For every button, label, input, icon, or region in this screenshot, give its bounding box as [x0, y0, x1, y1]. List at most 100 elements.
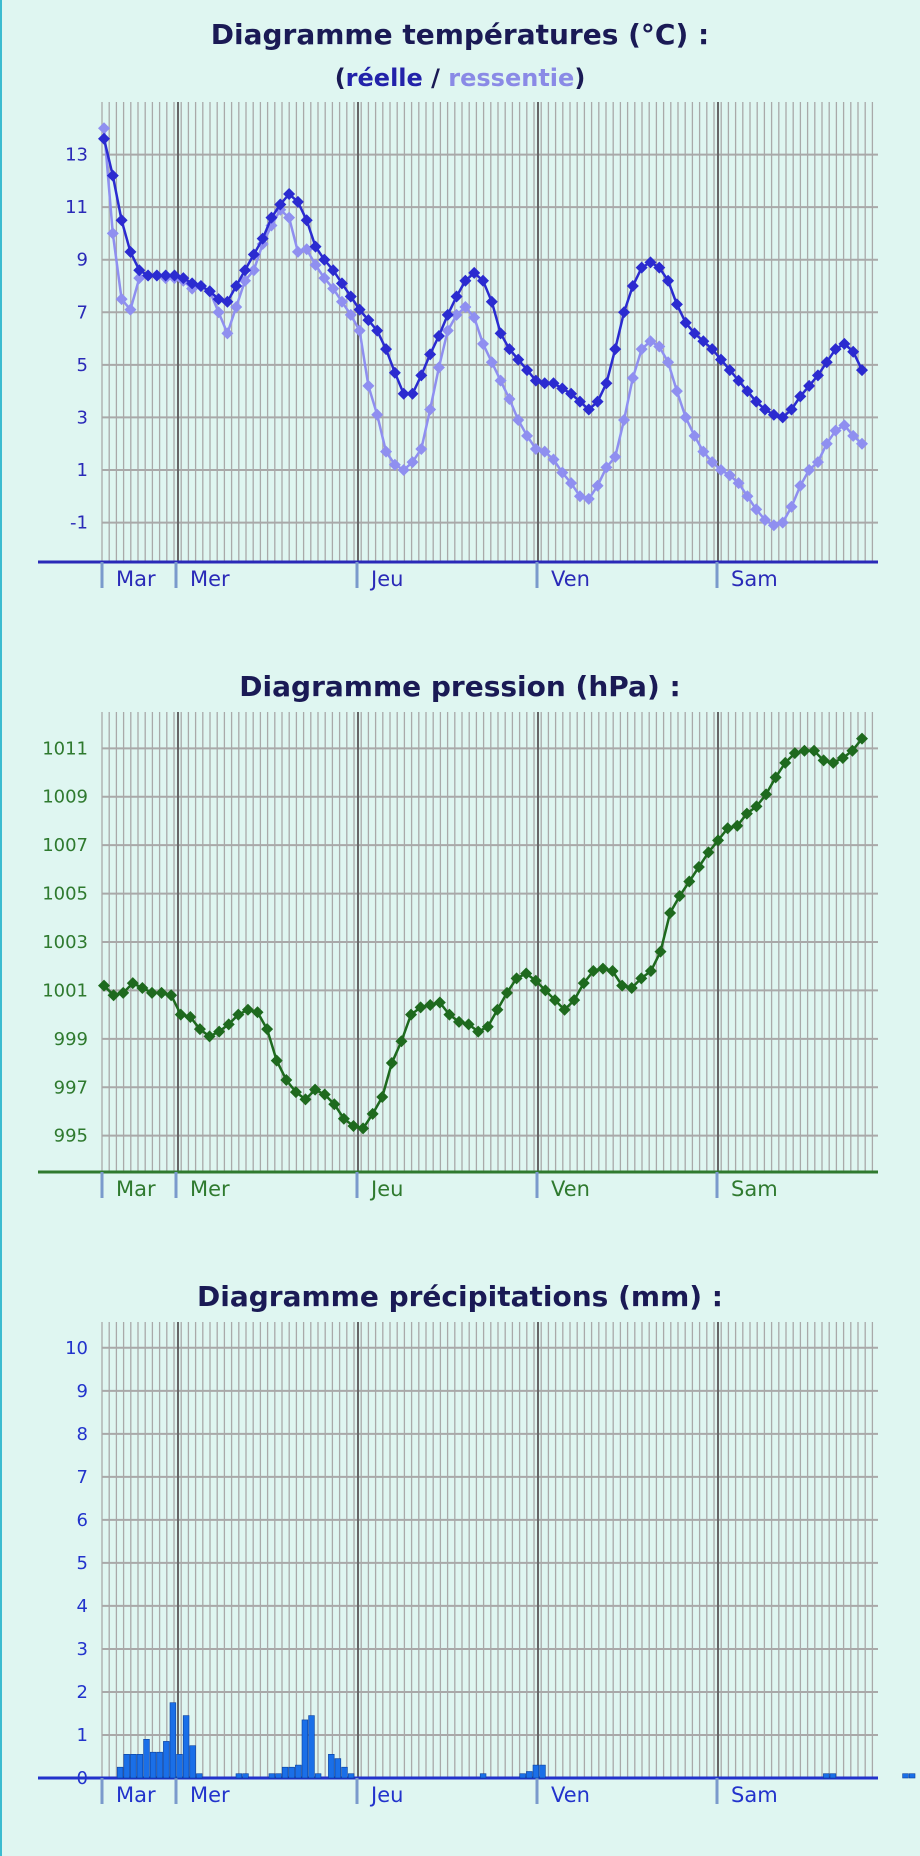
data-point-ressentie — [706, 456, 719, 469]
precip-bar — [347, 1773, 355, 1779]
data-point-ressentie — [503, 393, 516, 406]
data-point-reelle — [618, 306, 631, 319]
data-point-pression — [117, 986, 130, 999]
day-label-mer: Mer — [190, 1783, 230, 1807]
data-point-pression — [491, 1003, 504, 1016]
data-point-ressentie — [371, 408, 384, 421]
data-point-ressentie — [811, 456, 824, 469]
y-tick-label: 1 — [77, 1725, 88, 1746]
day-label-jeu: Jeu — [369, 567, 403, 591]
legend-real: réelle — [345, 64, 423, 92]
data-point-pression — [357, 1122, 370, 1135]
data-point-reelle — [450, 290, 463, 303]
y-tick-label: 1009 — [42, 787, 88, 808]
precip-bar — [116, 1766, 124, 1779]
data-point-ressentie — [776, 516, 789, 529]
data-point-ressentie — [388, 458, 401, 471]
data-point-pression — [520, 967, 533, 980]
data-point-reelle — [441, 308, 454, 321]
precip-bar — [314, 1773, 322, 1779]
precip-bar — [242, 1773, 249, 1779]
y-tick-label: 1003 — [42, 932, 88, 953]
data-point-pression — [270, 1054, 283, 1067]
data-point-reelle — [653, 261, 666, 274]
data-point-ressentie — [732, 477, 745, 490]
pressure-chart-title: Diagramme pression (hPa) : — [239, 670, 681, 703]
data-point-pression — [769, 771, 782, 784]
y-tick-label: 10 — [65, 1338, 88, 1359]
data-point-ressentie — [247, 264, 260, 277]
data-point-pression — [798, 744, 811, 757]
data-point-reelle — [521, 364, 534, 377]
data-point-reelle — [133, 264, 146, 277]
data-point-pression — [232, 1008, 245, 1021]
data-point-reelle — [459, 274, 472, 287]
data-point-ressentie — [600, 461, 613, 474]
data-point-ressentie — [670, 385, 683, 398]
y-tick-label: 7 — [77, 1467, 88, 1488]
data-point-reelle — [142, 269, 155, 282]
day-label-ven: Ven — [551, 567, 590, 591]
data-point-pression — [827, 756, 840, 769]
data-point-ressentie — [644, 335, 657, 348]
data-point-pression — [145, 986, 158, 999]
data-point-reelle — [406, 387, 419, 400]
data-point-reelle — [529, 374, 542, 387]
precip-bar — [526, 1771, 533, 1779]
data-point-ressentie — [432, 361, 445, 374]
data-point-reelle — [309, 240, 322, 253]
data-point-pression — [529, 974, 542, 987]
data-point-reelle — [247, 248, 260, 261]
data-point-reelle — [124, 245, 137, 258]
data-point-ressentie — [291, 245, 304, 258]
legend-felt: ressentie — [448, 64, 575, 92]
data-point-ressentie — [477, 337, 489, 350]
precip-bar — [334, 1758, 342, 1779]
data-point-pression — [673, 890, 686, 902]
data-point-ressentie — [573, 490, 586, 503]
data-point-pression — [683, 875, 696, 888]
data-point-ressentie — [221, 327, 234, 340]
data-point-reelle — [274, 198, 287, 211]
data-point-pression — [692, 860, 705, 873]
precip-bar — [902, 1773, 909, 1779]
data-point-pression — [213, 1025, 226, 1038]
precipitation-chart: 109876543210MarMerJeuVenSam — [38, 1322, 916, 1807]
data-point-ressentie — [115, 293, 128, 306]
data-point-pression — [644, 965, 657, 978]
data-point-pression — [462, 1018, 475, 1031]
data-point-reelle — [265, 211, 278, 224]
data-point-reelle — [785, 403, 798, 416]
data-point-pression — [702, 846, 715, 859]
data-point-ressentie — [688, 429, 701, 442]
data-point-reelle — [300, 214, 313, 227]
data-point-reelle — [203, 285, 216, 298]
data-point-pression — [107, 989, 120, 1002]
data-point-ressentie — [626, 372, 639, 384]
data-point-ressentie — [362, 379, 375, 392]
data-point-ressentie — [803, 464, 816, 476]
data-point-pression — [443, 1008, 456, 1021]
y-tick-label: 999 — [54, 1029, 88, 1050]
data-point-pression — [625, 982, 638, 994]
data-point-pression — [184, 1011, 197, 1024]
data-point-ressentie — [609, 450, 622, 463]
data-point-reelle — [811, 369, 824, 382]
data-point-pression — [241, 1003, 254, 1016]
data-point-ressentie — [212, 306, 225, 319]
data-point-reelle — [741, 385, 754, 398]
day-label-ven: Ven — [551, 1783, 590, 1807]
data-point-ressentie — [679, 411, 692, 424]
y-tick-label: 8 — [77, 1424, 88, 1445]
precipitation-chart-title: Diagramme précipitations (mm) : — [197, 1280, 723, 1313]
data-point-reelle — [582, 403, 595, 416]
data-point-ressentie — [538, 445, 551, 458]
data-point-ressentie — [697, 445, 710, 458]
data-point-reelle — [767, 408, 780, 421]
data-point-ressentie — [124, 303, 137, 316]
precip-bar — [301, 1719, 309, 1779]
precip-bar — [328, 1753, 335, 1779]
y-tick-label: 6 — [77, 1510, 88, 1531]
data-point-pression — [856, 732, 868, 745]
data-point-reelle — [697, 335, 710, 348]
